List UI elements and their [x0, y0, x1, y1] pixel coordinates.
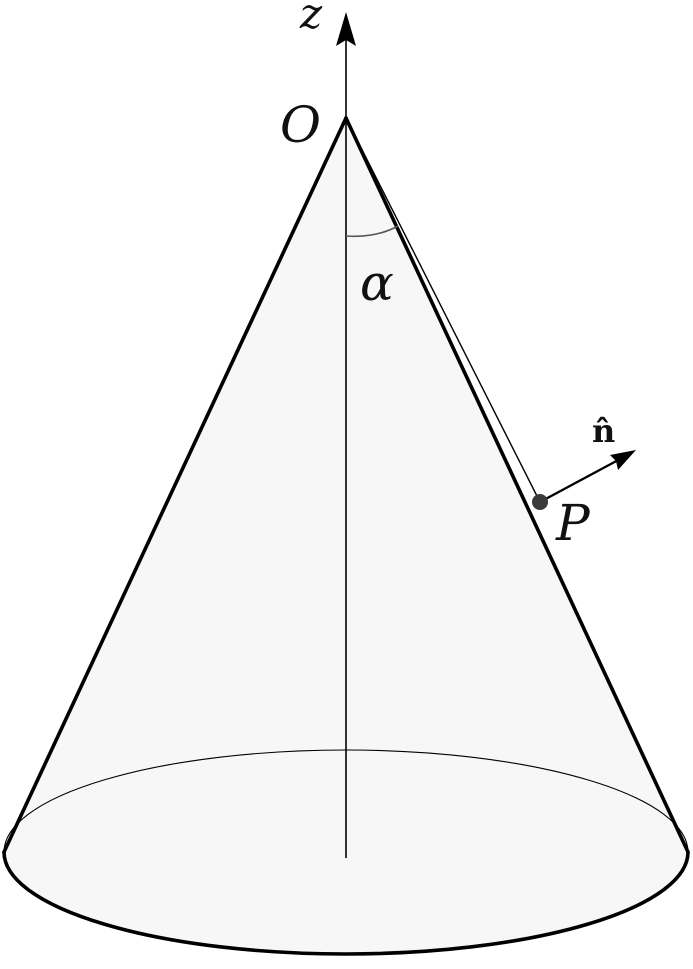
point-p-label: P [555, 494, 591, 552]
point-p-dot [532, 494, 548, 510]
apex-to-p-line [345, 117, 541, 503]
angle-alpha-arc [345, 225, 399, 238]
angle-alpha-label: α [360, 254, 394, 312]
cone-left-edge [2, 116, 348, 854]
apex-label: O [280, 96, 321, 154]
normal-vector-label: n̂ [592, 412, 615, 450]
normal-vector-arrowhead [610, 450, 636, 470]
z-axis-label: z [299, 0, 323, 38]
normal-vector-line [539, 456, 623, 504]
cone-right-edge [344, 116, 690, 854]
cone-base-front-edge [2, 851, 690, 956]
z-axis-arrowhead [336, 12, 356, 46]
